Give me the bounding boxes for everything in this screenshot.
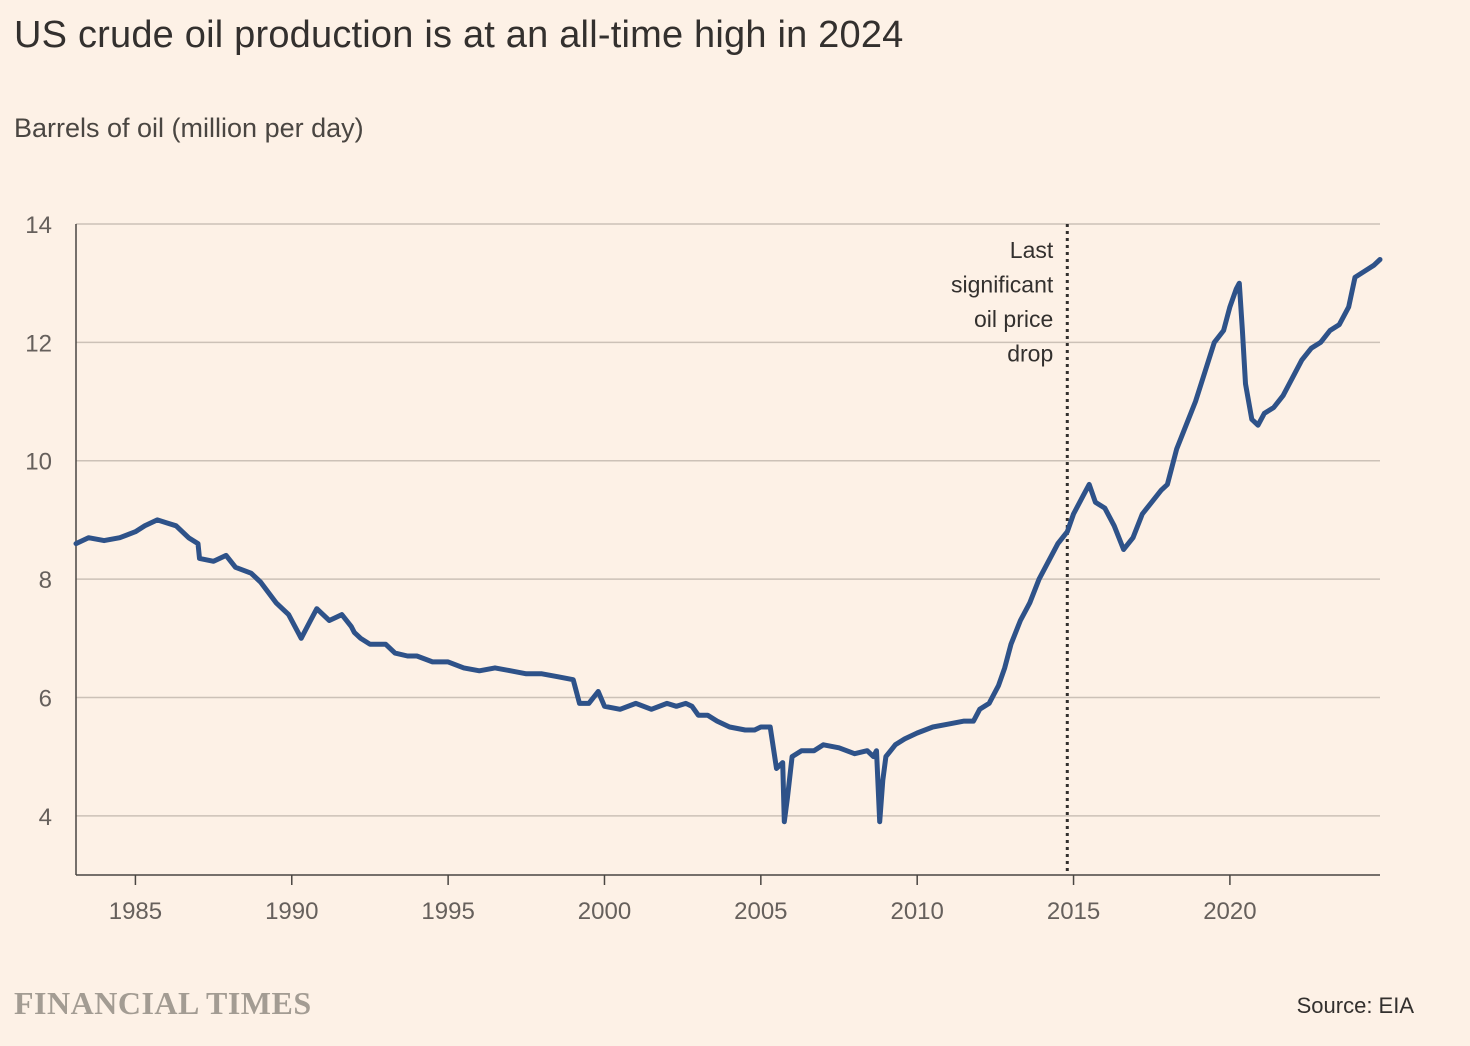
annotation-text-line: Last <box>1010 237 1054 263</box>
y-tick-label-10: 10 <box>25 449 52 476</box>
x-tick-label-2010: 2010 <box>890 898 943 925</box>
annotation-text-line: drop <box>1007 341 1053 367</box>
x-tick-label-2005: 2005 <box>734 898 787 925</box>
annotation: Last significant oil price drop <box>951 224 1069 875</box>
gridlines <box>75 223 1380 876</box>
y-tick-label-12: 12 <box>25 330 52 357</box>
y-tick-label-8: 8 <box>39 567 52 594</box>
source-note: Source: EIA <box>1296 993 1414 1018</box>
y-tick-label-6: 6 <box>39 685 52 712</box>
x-tick-label-2000: 2000 <box>578 898 631 925</box>
financial-times-logo: FINANCIAL TIMES <box>14 985 312 1021</box>
x-tick-label-2020: 2020 <box>1203 898 1256 925</box>
series-line-us-crude-production <box>73 257 1383 825</box>
x-tick-label-2015: 2015 <box>1047 898 1100 925</box>
annotation-text-line: significant <box>951 272 1054 298</box>
y-axis-label: Barrels of oil (million per day) <box>14 113 364 143</box>
y-tick-label-4: 4 <box>39 804 52 831</box>
y-tick-label-14: 14 <box>25 212 52 239</box>
x-tick-label-1985: 1985 <box>109 898 162 925</box>
y-axis-ticks: 4 6 8 10 12 14 <box>25 212 52 831</box>
x-axis-ticks: 1985 1990 1995 2000 2005 2010 2015 2020 <box>109 875 1257 925</box>
annotation-text-line: oil price <box>974 306 1053 332</box>
x-tick-label-1995: 1995 <box>421 898 474 925</box>
chart-title: US crude oil production is at an all-tim… <box>14 14 904 56</box>
x-tick-label-1990: 1990 <box>265 898 318 925</box>
